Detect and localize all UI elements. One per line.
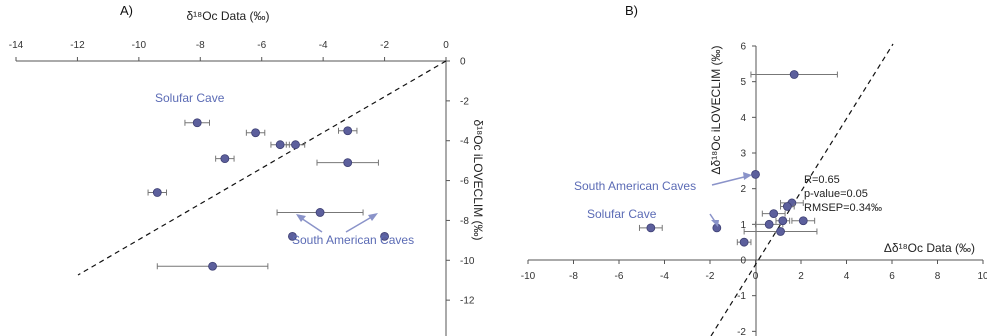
panel-b-data-point <box>764 219 774 229</box>
panel-a-reference-line <box>77 60 447 276</box>
panel-b-data-point <box>751 169 760 179</box>
panel-b-data-point <box>778 216 788 226</box>
panel-b-x-ticks: -10 -8 -6 -4 -2 0 2 4 6 8 10 <box>521 260 987 282</box>
panel-b-y-tick-label: 3 <box>740 149 746 160</box>
panel-b-y-tick-label: 1 <box>740 220 746 231</box>
panel-b-x-tick-label: -4 <box>660 271 669 282</box>
panel-a-data-point <box>208 261 217 271</box>
panel-b-x-tick-label: 2 <box>798 271 804 282</box>
panel-b-arrow-south-american <box>711 175 749 186</box>
panel-a-x-tick-label: -12 <box>70 40 85 51</box>
panel-a-label: A) <box>120 3 133 18</box>
panel-b-y-tick-label: 5 <box>740 77 746 88</box>
panel-a-data-point <box>343 126 353 136</box>
panel-b-points <box>638 70 838 247</box>
panel-b-y-tick-label: 6 <box>740 42 746 53</box>
panel-a-data-point <box>192 118 202 128</box>
panel-a-data-point <box>343 158 353 168</box>
panel-a-x-tick-label: -6 <box>257 40 266 51</box>
panel-a-y-tick-label: -8 <box>460 216 469 227</box>
panel-a-arrowhead-left <box>296 214 306 222</box>
panel-a-data-point <box>152 188 162 197</box>
panel-b-data-point <box>646 223 656 233</box>
panel-b-y-tick-label: -1 <box>737 291 746 302</box>
panel-b-x-tick-label: 4 <box>844 271 850 282</box>
panel-b-x-tick-label: 10 <box>977 271 987 282</box>
panel-a-x-tick-label: -4 <box>319 40 328 51</box>
panel-a-data-point <box>380 231 389 241</box>
panel-b-y-tick-label: 4 <box>740 113 746 124</box>
panel-a-arrowhead-right <box>368 213 378 221</box>
panel-b-data-point <box>798 216 808 226</box>
panel-a-annotation-south-american: South American Caves <box>292 233 414 247</box>
panel-b-annotation-south-american: South American Caves <box>574 179 696 193</box>
panel-a-y-tick-label: -4 <box>460 136 469 147</box>
panel-b-stat-p: p-value=0.05 <box>804 188 868 200</box>
panel-b-annotation-solufar: Solufar Cave <box>587 207 657 221</box>
panel-b-x-tick-label: 6 <box>889 271 895 282</box>
panel-b-stat-rmsep: RMSEP=0.34‰ <box>804 202 882 214</box>
panel-b-data-point <box>739 237 749 247</box>
panel-b-x-tick-label: 8 <box>935 271 941 282</box>
panel-a-y-axis-title: δ¹⁸Oc iLOVECLIM (‰) <box>471 119 485 240</box>
panel-b-data-point <box>769 209 779 219</box>
panel-b-data-point <box>782 202 792 211</box>
panel-a-data-point <box>315 208 325 217</box>
panel-a: A) δ¹⁸Oc Data (‰) -14 -12 -10 -8 -6 -4 -2 0 0 -2… <box>9 3 485 336</box>
panel-b-stat-r: R=0.65 <box>804 174 840 186</box>
panel-a-y-tick-label: -10 <box>460 256 475 267</box>
panel-a-x-tick-label: -8 <box>196 40 205 51</box>
panel-b-y-tick-label: -2 <box>737 327 746 336</box>
panel-b-reference-line <box>710 43 894 336</box>
panel-a-y-ticks: 0-2-4-6-8-10-12-14 <box>446 57 475 336</box>
panel-b-y-ticks: -2 -1 0 1 2 3 4 5 6 <box>737 42 756 336</box>
panel-b-y-tick-label: 0 <box>740 256 746 267</box>
panel-b-x-tick-label: -2 <box>706 271 715 282</box>
panel-a-data-point <box>220 154 230 164</box>
panel-a-y-tick-label: -12 <box>460 296 475 307</box>
panel-b-arrowhead-south-american <box>743 172 752 180</box>
panel-b-data-point <box>789 70 799 79</box>
panel-b-y-tick-label: 2 <box>740 184 746 195</box>
panel-b-x-tick-label: -6 <box>615 271 624 282</box>
panel-a-annotation-solufar: Solufar Cave <box>155 91 225 105</box>
panel-a-x-ticks: -14 -12 -10 -8 -6 -4 -2 0 <box>9 40 449 61</box>
panel-b-x-tick-label: -10 <box>521 271 536 282</box>
panel-a-x-tick-label: -14 <box>9 40 24 51</box>
panel-a-x-tick-label: -10 <box>132 40 147 51</box>
panel-a-y-tick-label: -6 <box>460 176 469 187</box>
panel-b-x-tick-label: -8 <box>569 271 578 282</box>
panel-a-y-tick-label: -2 <box>460 96 469 107</box>
panel-a-x-axis-title: δ¹⁸Oc Data (‰) <box>186 9 269 23</box>
panel-b-label: B) <box>625 3 638 18</box>
panel-b-x-tick-label: 0 <box>753 271 759 282</box>
panel-a-x-tick-label: 0 <box>443 40 449 51</box>
panel-a-x-tick-label: -2 <box>380 40 389 51</box>
panel-b-y-axis-title: Δδ¹⁸Oc iLOVECLIM (‰) <box>709 45 723 174</box>
panel-b-data-point <box>776 227 785 236</box>
panel-b-arrowhead-solufar <box>711 220 719 227</box>
panel-a-points <box>147 118 389 271</box>
panel-a-data-point <box>288 231 297 241</box>
panel-a-data-point <box>275 140 285 150</box>
panel-a-data-point <box>291 140 300 150</box>
panel-a-y-tick-label: 0 <box>460 57 466 68</box>
panel-b-x-axis-title: Δδ¹⁸Oc Data (‰) <box>884 241 975 255</box>
panel-a-data-point <box>251 128 260 138</box>
